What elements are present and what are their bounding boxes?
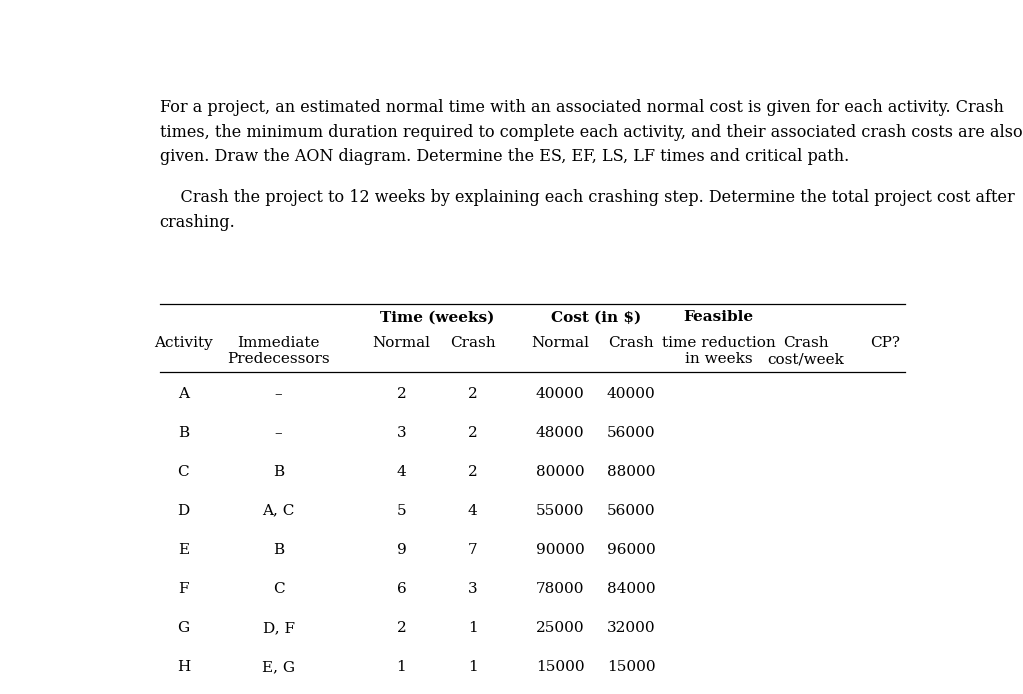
Text: CP?: CP?	[870, 336, 900, 350]
Text: B: B	[178, 425, 189, 440]
Text: 2: 2	[397, 621, 406, 635]
Text: Normal: Normal	[372, 336, 431, 350]
Text: –: –	[275, 425, 282, 440]
Text: F: F	[178, 582, 188, 596]
Text: Crash: Crash	[609, 336, 654, 350]
Text: E, G: E, G	[262, 660, 295, 674]
Text: B: B	[273, 543, 284, 557]
Text: B: B	[273, 465, 284, 479]
Text: 90000: 90000	[536, 543, 584, 557]
Text: Crash the project to 12 weeks by explaining each crashing step. Determine the to: Crash the project to 12 weeks by explain…	[160, 189, 1015, 206]
Text: given. Draw the AON diagram. Determine the ES, EF, LS, LF times and critical pat: given. Draw the AON diagram. Determine t…	[160, 149, 849, 165]
Text: 80000: 80000	[536, 465, 584, 479]
Text: 7: 7	[468, 543, 478, 557]
Text: 1: 1	[468, 660, 478, 674]
Text: 1: 1	[468, 621, 478, 635]
Text: A: A	[178, 387, 189, 400]
Text: 78000: 78000	[536, 582, 584, 596]
Text: crashing.: crashing.	[160, 214, 235, 230]
Text: 40000: 40000	[536, 387, 584, 400]
Text: –: –	[275, 387, 282, 400]
Text: 25000: 25000	[536, 621, 584, 635]
Text: D, F: D, F	[263, 621, 295, 635]
Text: E: E	[178, 543, 189, 557]
Text: A, C: A, C	[262, 504, 295, 518]
Text: time reduction
in weeks: time reduction in weeks	[662, 336, 775, 366]
Text: times, the minimum duration required to complete each activity, and their associ: times, the minimum duration required to …	[160, 124, 1022, 141]
Text: 56000: 56000	[607, 425, 656, 440]
Text: D: D	[177, 504, 189, 518]
Text: 40000: 40000	[607, 387, 656, 400]
Text: 5: 5	[397, 504, 406, 518]
Text: Normal: Normal	[531, 336, 589, 350]
Text: 4: 4	[468, 504, 478, 518]
Text: Cost (in $): Cost (in $)	[550, 310, 640, 324]
Text: 4: 4	[397, 465, 406, 479]
Text: 2: 2	[397, 387, 406, 400]
Text: 32000: 32000	[607, 621, 656, 635]
Text: 2: 2	[468, 387, 478, 400]
Text: 96000: 96000	[607, 543, 656, 557]
Text: 56000: 56000	[607, 504, 656, 518]
Text: C: C	[178, 465, 189, 479]
Text: 3: 3	[468, 582, 478, 596]
Text: 1: 1	[397, 660, 406, 674]
Text: 2: 2	[468, 465, 478, 479]
Text: G: G	[177, 621, 189, 635]
Text: Crash
cost/week: Crash cost/week	[767, 336, 844, 366]
Text: For a project, an estimated normal time with an associated normal cost is given : For a project, an estimated normal time …	[160, 99, 1004, 117]
Text: Feasible: Feasible	[683, 310, 754, 324]
Text: 48000: 48000	[536, 425, 584, 440]
Text: 55000: 55000	[536, 504, 584, 518]
Text: 88000: 88000	[607, 465, 656, 479]
Text: 15000: 15000	[536, 660, 584, 674]
Text: Crash: Crash	[450, 336, 495, 350]
Text: Time (weeks): Time (weeks)	[380, 310, 494, 324]
Text: 3: 3	[397, 425, 406, 440]
Text: 2: 2	[468, 425, 478, 440]
Text: 15000: 15000	[607, 660, 656, 674]
Text: H: H	[177, 660, 190, 674]
Text: 6: 6	[397, 582, 406, 596]
Text: Immediate
Predecessors: Immediate Predecessors	[227, 336, 329, 366]
Text: 84000: 84000	[607, 582, 656, 596]
Text: C: C	[273, 582, 284, 596]
Text: 9: 9	[397, 543, 406, 557]
Text: Activity: Activity	[154, 336, 213, 350]
